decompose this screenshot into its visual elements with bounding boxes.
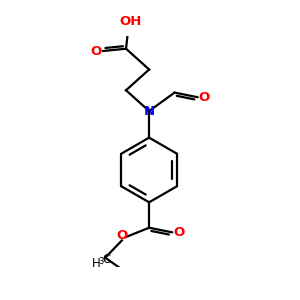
Text: O: O [199, 91, 210, 104]
Text: O: O [116, 229, 128, 242]
Text: OH: OH [119, 15, 142, 28]
Text: 3: 3 [98, 257, 104, 266]
Text: N: N [144, 105, 155, 118]
Text: C: C [103, 253, 111, 266]
Text: O: O [91, 44, 102, 58]
Text: H: H [92, 257, 100, 270]
Text: O: O [173, 226, 184, 239]
